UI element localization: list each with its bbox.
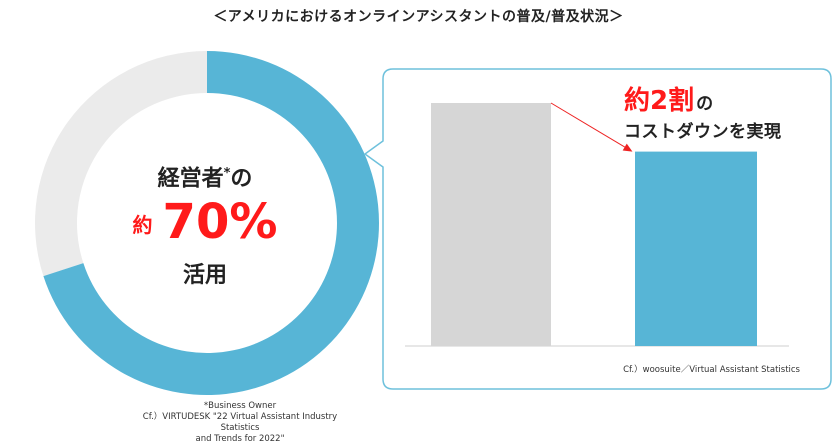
- cost-reduction-text: コストダウンを実現: [624, 122, 782, 142]
- cost-drop-arrow: [550, 102, 630, 151]
- donut-chart: [34, 51, 380, 395]
- donut-label-particle: の: [230, 166, 253, 192]
- footnote-mark: *: [223, 166, 231, 181]
- bar-panel: [363, 68, 832, 390]
- donut-label-subject: 経営者: [157, 166, 224, 192]
- footnote-source-line2: and Trends for 2022": [195, 434, 285, 444]
- cost-reduction-particle: の: [696, 94, 714, 114]
- donut-slice-other: [34, 51, 207, 277]
- donut-footnotes: *Business Owner Cf.）VIRTUDESK "22 Virtua…: [125, 401, 355, 445]
- donut-value-approx: 約: [132, 213, 153, 238]
- donut-label-line3: 活用: [182, 263, 227, 289]
- page-title: ＜アメリカにおけるオンラインアシスタントの普及/普及状況＞: [213, 9, 624, 25]
- donut-value-number: 70%: [162, 194, 278, 251]
- bar-before: [431, 103, 551, 346]
- cost-drop-arrowhead: [622, 143, 633, 152]
- cost-reduction-label: 約2割の コストダウンを実現: [624, 86, 814, 145]
- bar-source-note: Cf.）woosuite／Virtual Assistant Statistic…: [623, 365, 800, 375]
- footnote-source-line1: Cf.）VIRTUDESK "22 Virtual Assistant Indu…: [142, 412, 338, 433]
- donut-label-line1: 経営者*の: [95, 160, 315, 193]
- bar-after: [635, 151, 757, 346]
- footnote-definition: *Business Owner: [203, 401, 277, 411]
- cost-reduction-amount: 約2割: [624, 86, 695, 116]
- donut-center-label: 経営者*の 約 70% 活用: [95, 160, 315, 290]
- donut-value: 約 70%: [95, 193, 315, 262]
- cost-reduction-headline: 約2割の: [624, 86, 814, 119]
